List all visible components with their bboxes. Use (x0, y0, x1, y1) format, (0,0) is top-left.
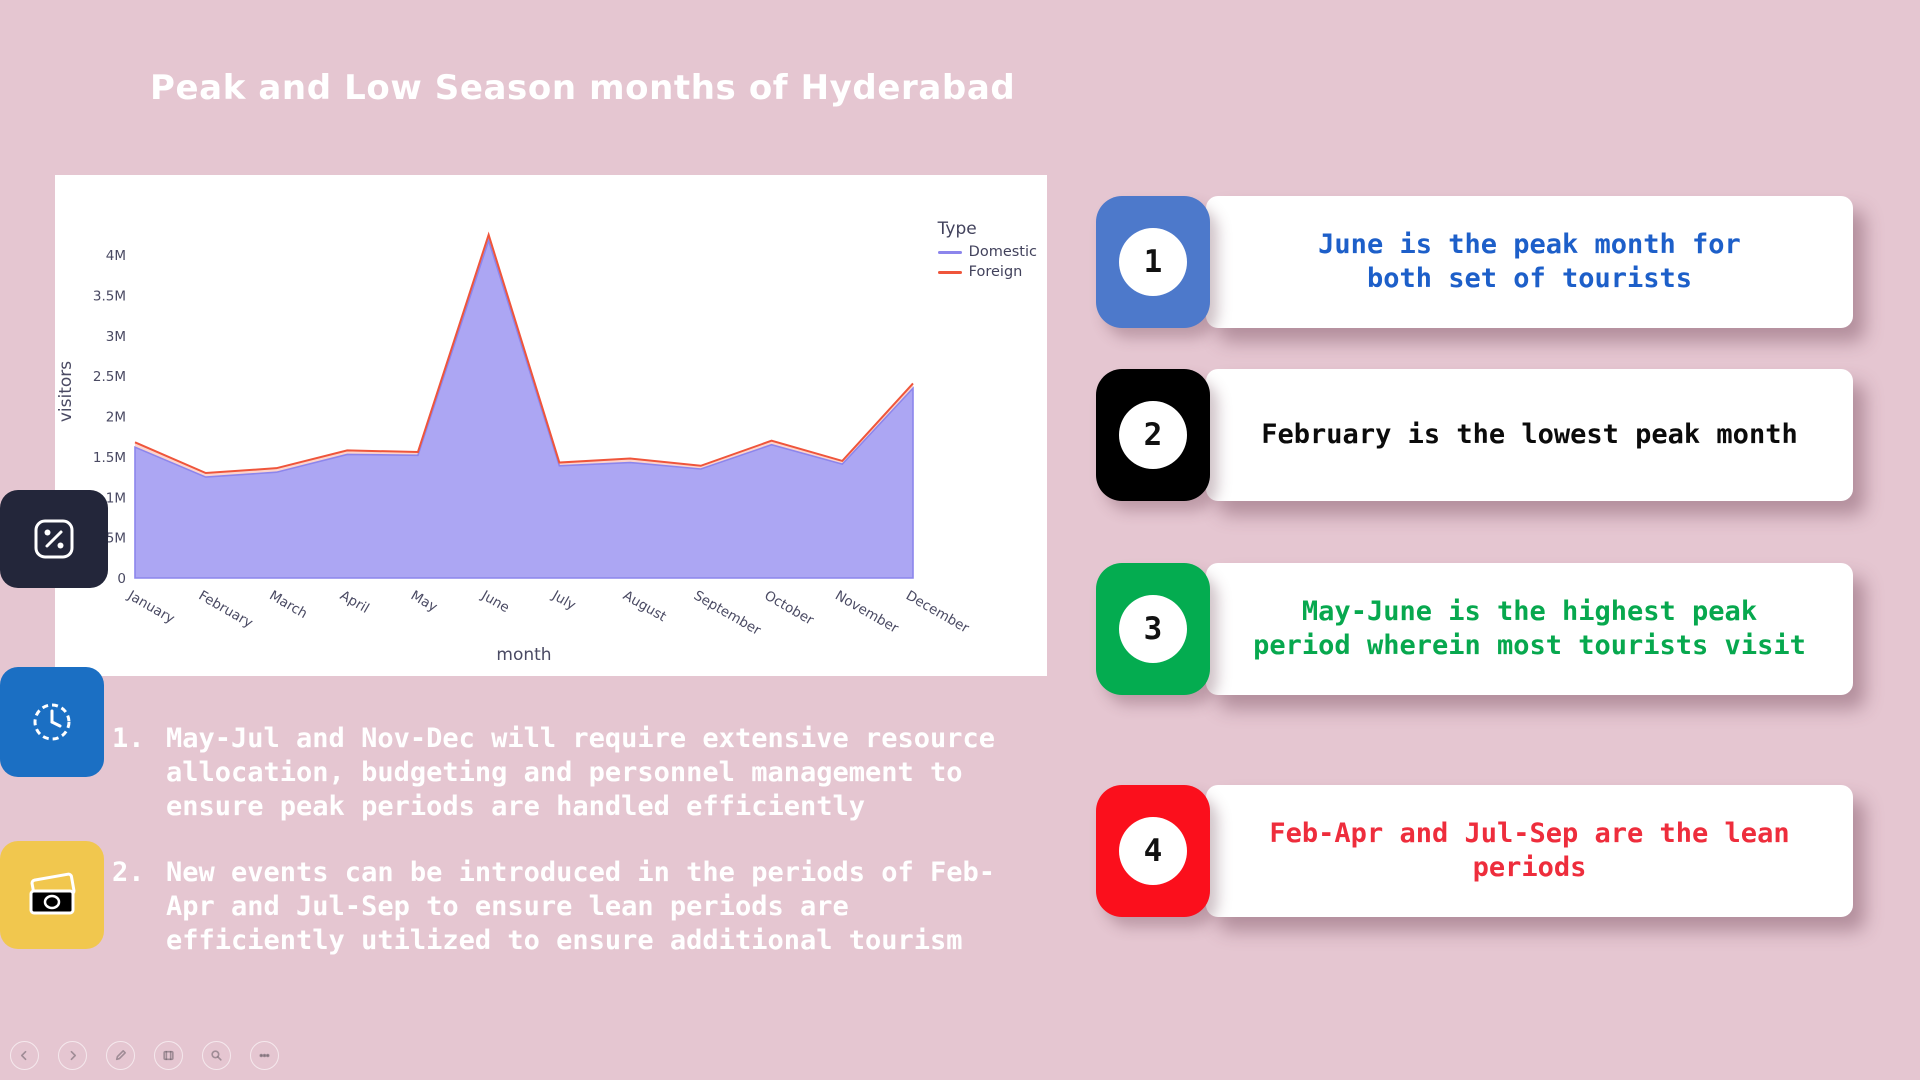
zoom-button[interactable] (202, 1041, 231, 1070)
pen-icon (115, 1050, 126, 1061)
card-number: 3 (1119, 595, 1187, 663)
svg-text:December: December (903, 588, 972, 637)
note-text: New events can be introduced in the peri… (166, 857, 996, 956)
card-number: 4 (1119, 817, 1187, 885)
callout-card-4: Feb-Apr and Jul-Sep are the lean periods… (1096, 785, 1853, 917)
chevron-right-icon (70, 1050, 77, 1061)
card-body: Feb-Apr and Jul-Sep are the lean periods (1206, 785, 1853, 917)
card-text: May-June is the highest peak period wher… (1253, 596, 1806, 661)
previous-button[interactable] (10, 1041, 39, 1070)
svg-text:3.5M: 3.5M (93, 288, 126, 304)
note-text: May-Jul and Nov-Dec will require extensi… (166, 723, 996, 822)
svg-text:2.5M: 2.5M (93, 369, 126, 385)
card-text: February is the lowest peak month (1261, 419, 1798, 450)
note-number: 1. (112, 723, 145, 754)
svg-text:1.5M: 1.5M (93, 450, 126, 466)
svg-text:July: July (548, 587, 578, 614)
svg-text:2M: 2M (106, 410, 126, 426)
draw-button[interactable] (106, 1041, 135, 1070)
card-text: June is the peak month for both set of t… (1318, 229, 1741, 294)
callout-card-2: February is the lowest peak month 2 (1096, 369, 1853, 501)
svg-text:May: May (408, 588, 440, 616)
svg-text:February: February (196, 588, 256, 632)
card-number-tab: 4 (1096, 785, 1210, 917)
legend-item-domestic[interactable]: Domestic (937, 244, 1037, 260)
svg-text:October: October (762, 588, 817, 629)
card-number-tab: 2 (1096, 369, 1210, 501)
visitors-chart-panel: 0 0.5M 1M 1.5M 2M 2.5M 3M 3.5M 4M January February… (55, 175, 1047, 676)
svg-text:1M: 1M (106, 490, 126, 506)
svg-text:April: April (337, 588, 372, 617)
filmstrip-icon (163, 1050, 174, 1061)
svg-text:March: March (266, 588, 310, 622)
clock-badge (0, 667, 104, 777)
svg-text:visitors: visitors (56, 361, 76, 422)
chart-legend: Type Domestic Foreign (937, 219, 1037, 284)
next-button[interactable] (58, 1041, 87, 1070)
card-number-tab: 3 (1096, 563, 1210, 695)
legend-item-foreign[interactable]: Foreign (937, 264, 1037, 280)
cash-badge (0, 841, 104, 949)
slide-title: Peak and Low Season months of Hyderabad (150, 68, 1016, 108)
money-icon (29, 872, 76, 915)
card-body: May-June is the highest peak period wher… (1206, 563, 1853, 695)
insights-list: 1. May-Jul and Nov-Dec will require exte… (112, 722, 1062, 990)
card-body: February is the lowest peak month (1206, 369, 1853, 501)
callout-card-3: May-June is the highest peak period wher… (1096, 563, 1853, 695)
list-item: 1. May-Jul and Nov-Dec will require exte… (112, 722, 1062, 824)
legend-label-domestic: Domestic (968, 244, 1037, 260)
svg-text:November: November (832, 588, 901, 637)
callout-card-1: June is the peak month for both set of t… (1096, 196, 1853, 328)
clock-icon (33, 703, 71, 741)
legend-label-foreign: Foreign (968, 264, 1023, 280)
note-number: 2. (112, 857, 145, 888)
bottom-toolbar (10, 1041, 279, 1070)
domestic-line-swatch (937, 250, 962, 254)
magnifier-icon (211, 1050, 222, 1061)
ellipsis-icon (259, 1053, 270, 1058)
media-button[interactable] (154, 1041, 183, 1070)
svg-text:0: 0 (117, 571, 126, 587)
card-body: June is the peak month for both set of t… (1206, 196, 1853, 328)
list-item: 2. New events can be introduced in the p… (112, 856, 1062, 958)
card-number-tab: 1 (1096, 196, 1210, 328)
svg-text:September: September (691, 588, 764, 639)
percent-badge (0, 490, 108, 588)
svg-text:June: June (478, 587, 512, 616)
legend-title: Type (937, 219, 977, 239)
chevron-left-icon (20, 1050, 27, 1061)
svg-text:January: January (124, 587, 177, 627)
svg-text:4M: 4M (106, 248, 126, 264)
svg-text:3M: 3M (106, 329, 126, 345)
card-number: 2 (1119, 401, 1187, 469)
card-text: Feb-Apr and Jul-Sep are the lean periods (1269, 818, 1790, 883)
more-button[interactable] (250, 1041, 279, 1070)
card-number: 1 (1119, 228, 1187, 296)
svg-text:August: August (620, 588, 669, 625)
foreign-line-swatch (937, 270, 962, 274)
percent-icon (34, 519, 74, 559)
svg-text:month: month (496, 645, 551, 665)
